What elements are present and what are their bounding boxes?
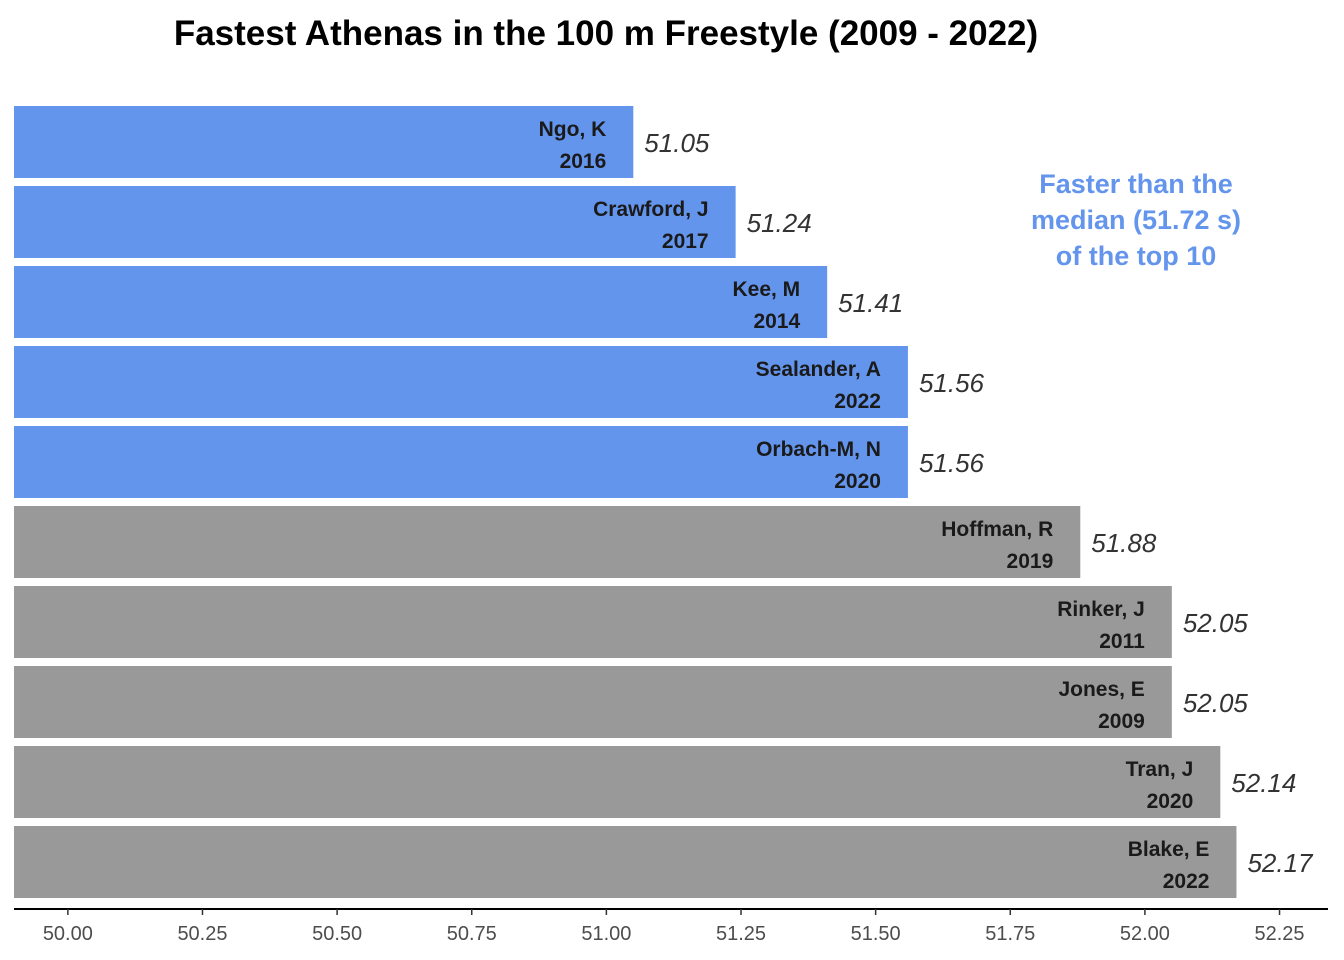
bar-year-label: 2011 bbox=[1099, 630, 1145, 653]
bar-year-label: 2016 bbox=[560, 150, 607, 173]
data-label: 51.41 bbox=[838, 288, 903, 318]
bar-name-label: Sealander, A bbox=[756, 358, 881, 381]
bar bbox=[14, 106, 634, 178]
bar bbox=[14, 826, 1237, 898]
bar-year-label: 2022 bbox=[1163, 870, 1210, 893]
x-tick-label: 52.25 bbox=[1255, 923, 1305, 945]
data-label: 52.14 bbox=[1231, 768, 1296, 798]
bar bbox=[14, 746, 1221, 818]
bar-year-label: 2009 bbox=[1098, 710, 1145, 733]
x-tick-label: 50.00 bbox=[43, 923, 93, 945]
bar bbox=[14, 506, 1081, 578]
bar-name-label: Blake, E bbox=[1128, 838, 1210, 861]
data-label: 52.05 bbox=[1183, 608, 1249, 638]
bar-name-label: Kee, M bbox=[732, 278, 800, 301]
chart-title: Fastest Athenas in the 100 m Freestyle (… bbox=[173, 14, 1039, 53]
bar-name-label: Orbach-M, N bbox=[756, 438, 881, 461]
bar bbox=[14, 346, 908, 418]
data-label: 52.17 bbox=[1247, 848, 1314, 878]
data-label: 52.05 bbox=[1183, 688, 1249, 718]
bar bbox=[14, 186, 736, 258]
data-label: 51.88 bbox=[1091, 528, 1157, 558]
annotation-line: Faster than the bbox=[1039, 169, 1233, 199]
x-tick-label: 50.25 bbox=[177, 923, 227, 945]
x-tick-label: 50.50 bbox=[312, 923, 362, 945]
annotation-line: median (51.72 s) bbox=[1030, 205, 1242, 235]
median-annotation: Faster than the median (51.72 s) of the … bbox=[1000, 166, 1272, 274]
bar-name-label: Rinker, J bbox=[1057, 598, 1145, 621]
data-label: 51.56 bbox=[919, 368, 985, 398]
data-label: 51.05 bbox=[644, 128, 710, 158]
x-tick-label: 51.50 bbox=[851, 923, 901, 945]
x-tick-label: 51.00 bbox=[581, 923, 631, 945]
bar bbox=[14, 586, 1172, 658]
bar bbox=[14, 426, 908, 498]
annotation-line: of the top 10 bbox=[1055, 241, 1217, 271]
bar-year-label: 2022 bbox=[834, 390, 881, 413]
bar-year-label: 2020 bbox=[834, 470, 881, 493]
x-tick-label: 50.75 bbox=[447, 923, 497, 945]
bar-name-label: Jones, E bbox=[1058, 678, 1144, 701]
bar-year-label: 2017 bbox=[662, 230, 709, 253]
bar-name-label: Hoffman, R bbox=[941, 518, 1053, 541]
bar-year-label: 2019 bbox=[1007, 550, 1054, 573]
bar-year-label: 2020 bbox=[1147, 790, 1194, 813]
bar-name-label: Crawford, J bbox=[593, 198, 709, 221]
bar-name-label: Ngo, K bbox=[539, 118, 607, 141]
x-tick-label: 52.00 bbox=[1120, 923, 1170, 945]
bar bbox=[14, 666, 1172, 738]
bar bbox=[14, 266, 828, 338]
bar-year-label: 2014 bbox=[753, 310, 800, 333]
data-label: 51.24 bbox=[747, 208, 812, 238]
data-label: 51.56 bbox=[919, 448, 985, 478]
x-tick-label: 51.75 bbox=[985, 923, 1035, 945]
bar-name-label: Tran, J bbox=[1126, 758, 1194, 781]
x-tick-label: 51.25 bbox=[716, 923, 766, 945]
